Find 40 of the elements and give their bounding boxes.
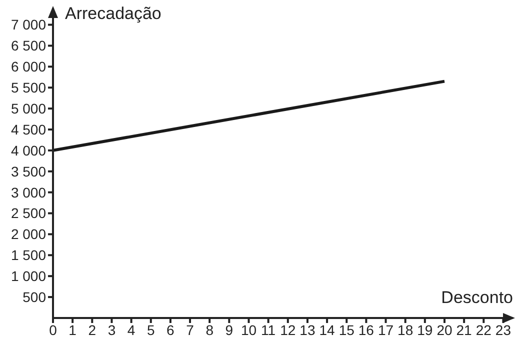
x-tick-label: 17 (378, 322, 394, 338)
x-tick-label: 21 (456, 322, 472, 338)
x-tick-label: 20 (436, 322, 452, 338)
y-tick-label: 6 500 (10, 38, 46, 54)
y-tick-label: 4 500 (10, 121, 46, 138)
y-tick-label: 500 (22, 289, 46, 306)
y-axis-title: Arrecadação (65, 4, 162, 24)
x-tick-label: 5 (146, 322, 155, 338)
x-tick-label: 6 (166, 322, 175, 338)
x-tick-label: 15 (338, 322, 355, 338)
x-tick-label: 12 (280, 322, 296, 338)
x-tick-label: 8 (206, 322, 214, 338)
y-tick-label: 2 500 (10, 205, 46, 222)
x-tick-label: 23 (495, 322, 512, 338)
y-tick-label: 1 000 (10, 268, 46, 284)
x-tick-label: 1 (68, 322, 77, 338)
x-tick-label: 14 (319, 322, 336, 338)
x-tick-label: 19 (417, 322, 433, 338)
y-tick-label: 3 000 (10, 184, 46, 200)
x-tick-label: 22 (476, 322, 492, 338)
x-tick-label: 18 (398, 322, 414, 338)
y-tick-label: 3 500 (10, 163, 46, 180)
x-tick-label: 2 (88, 322, 96, 338)
y-tick-label: 6 000 (10, 58, 46, 75)
x-axis-title: Desconto (441, 288, 513, 308)
y-tick-label: 5 000 (10, 100, 46, 117)
x-tick-label: 4 (127, 322, 136, 338)
x-tick-label: 3 (108, 322, 116, 338)
x-tick-label: 11 (261, 322, 276, 338)
x-tick-label: 0 (49, 322, 58, 338)
x-tick-label: 16 (358, 322, 374, 338)
y-tick-label: 2 000 (10, 226, 46, 242)
x-tick-label: 7 (186, 322, 194, 338)
x-tick-label: 10 (240, 322, 257, 338)
y-tick-label: 7 000 (10, 16, 46, 33)
x-tick-label: 9 (225, 322, 234, 338)
y-tick-label: 1 500 (10, 247, 46, 264)
y-tick-label: 4 000 (10, 142, 46, 158)
y-tick-label: 5 500 (10, 80, 46, 96)
x-tick-label: 13 (300, 322, 316, 338)
